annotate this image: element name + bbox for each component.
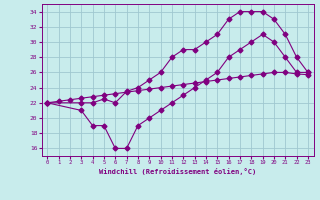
X-axis label: Windchill (Refroidissement éolien,°C): Windchill (Refroidissement éolien,°C) [99, 168, 256, 175]
